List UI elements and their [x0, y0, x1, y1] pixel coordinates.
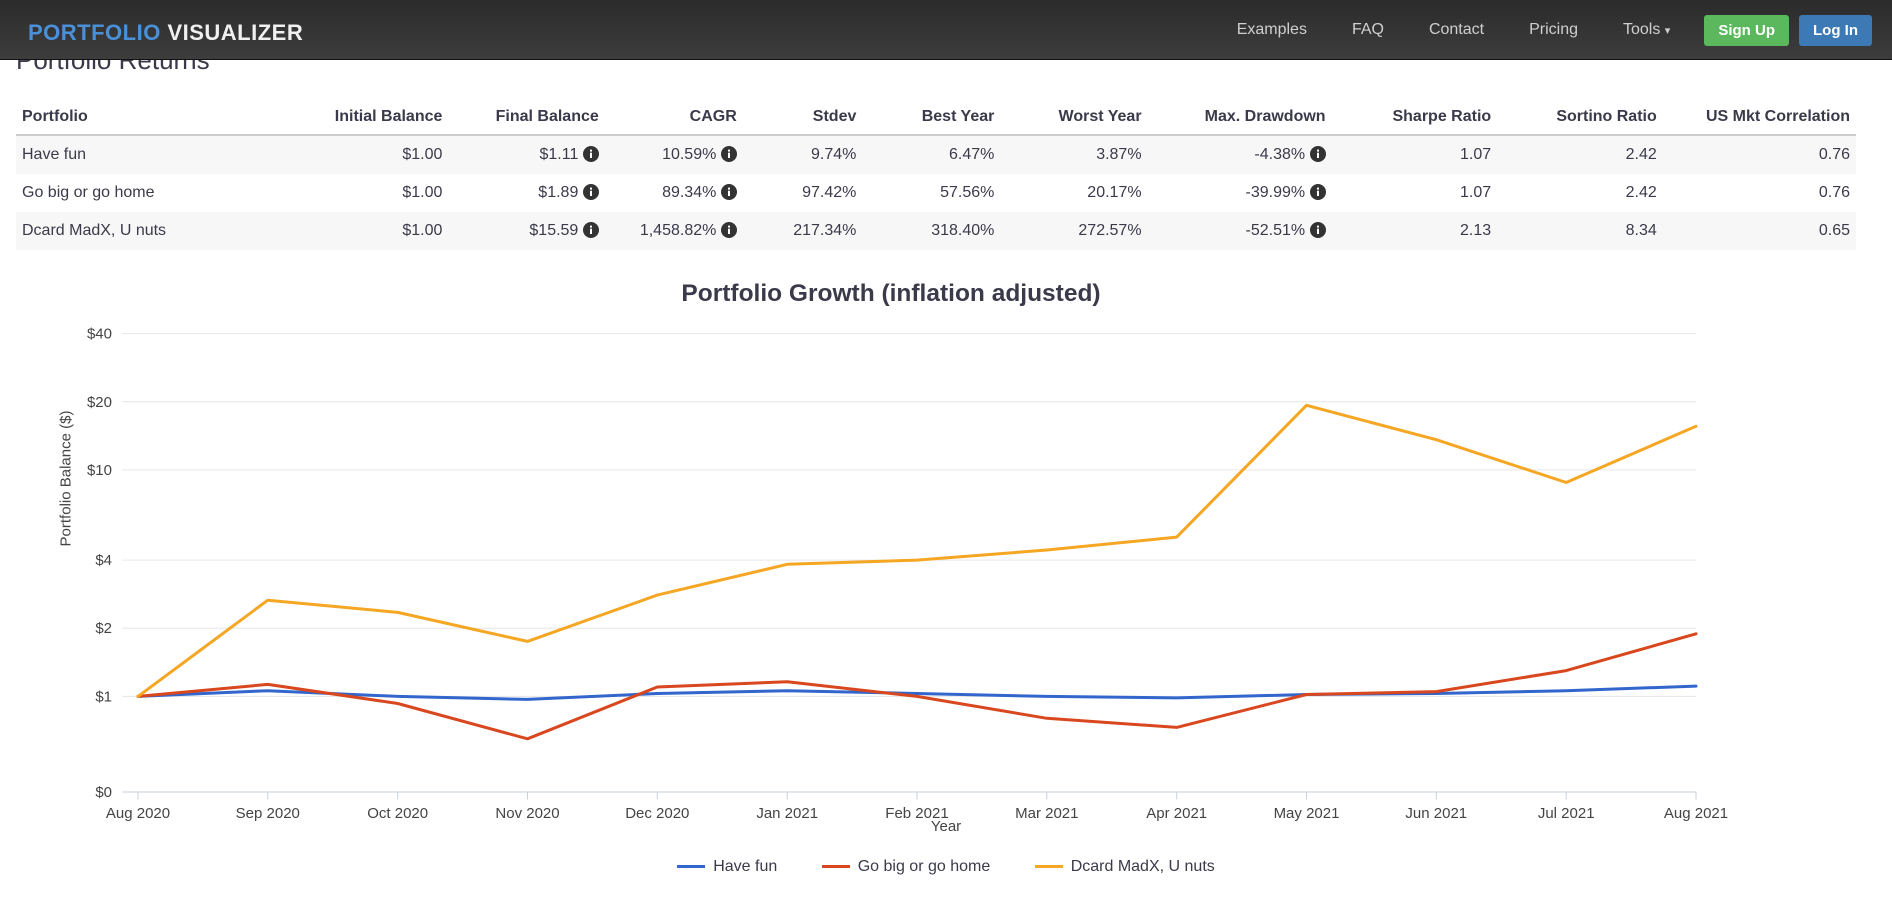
- svg-text:$1: $1: [95, 688, 112, 705]
- svg-text:$20: $20: [87, 394, 112, 411]
- svg-text:$0: $0: [95, 784, 112, 801]
- svg-text:$10: $10: [87, 462, 112, 479]
- svg-text:$40: $40: [87, 326, 112, 343]
- svg-text:$2: $2: [95, 620, 112, 637]
- svg-text:$4: $4: [95, 552, 112, 569]
